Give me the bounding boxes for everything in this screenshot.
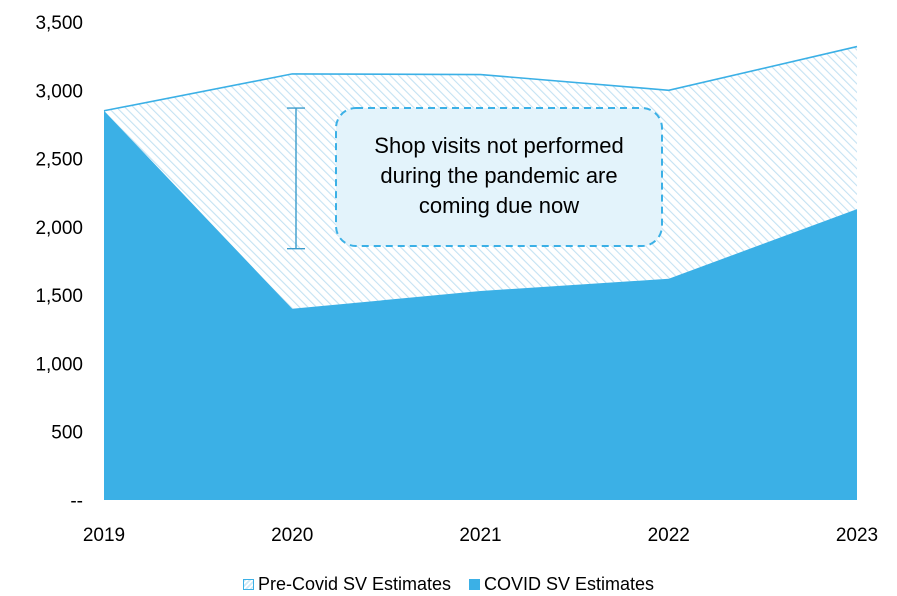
legend-swatch-pre-covid <box>242 578 254 590</box>
chart: -- 500 1,000 1,500 2,000 2,500 3,000 3,500 2019… <box>35 13 878 546</box>
x-tick-label: 2023 <box>836 525 878 546</box>
x-tick-label: 2021 <box>459 525 501 546</box>
annotation-text-line: Shop visits not performed <box>374 133 623 158</box>
x-tick-label: 2020 <box>271 525 313 546</box>
y-tick-label: 500 <box>51 423 83 444</box>
covid-area <box>104 110 857 501</box>
y-tick-label: 1,000 <box>35 354 83 375</box>
legend-swatch-covid <box>469 578 480 590</box>
x-tick-label: 2019 <box>83 525 125 546</box>
y-tick-label: 3,000 <box>35 81 83 102</box>
y-tick-label: -- <box>70 491 83 512</box>
legend-label-covid: COVID SV Estimates <box>484 573 655 594</box>
annotation-text-line: coming due now <box>419 193 579 218</box>
annotation-box <box>335 107 663 247</box>
legend: Pre-Covid SV Estimates COVID SV Estimate… <box>0 572 897 596</box>
pre-covid-line <box>103 45 858 112</box>
annotation-text-line: during the pandemic are <box>380 163 617 188</box>
y-tick-label: 3,500 <box>35 13 83 34</box>
y-tick-label: 2,000 <box>35 218 83 239</box>
y-tick-label: 2,500 <box>35 150 83 171</box>
legend-item-pre-covid: Pre-Covid SV Estimates <box>242 573 451 595</box>
y-tick-label: 1,500 <box>35 286 83 307</box>
legend-item-covid: COVID SV Estimates <box>469 574 654 595</box>
x-tick-label: 2022 <box>648 525 690 546</box>
legend-label-pre-covid: Pre-Covid SV Estimates <box>257 573 451 594</box>
